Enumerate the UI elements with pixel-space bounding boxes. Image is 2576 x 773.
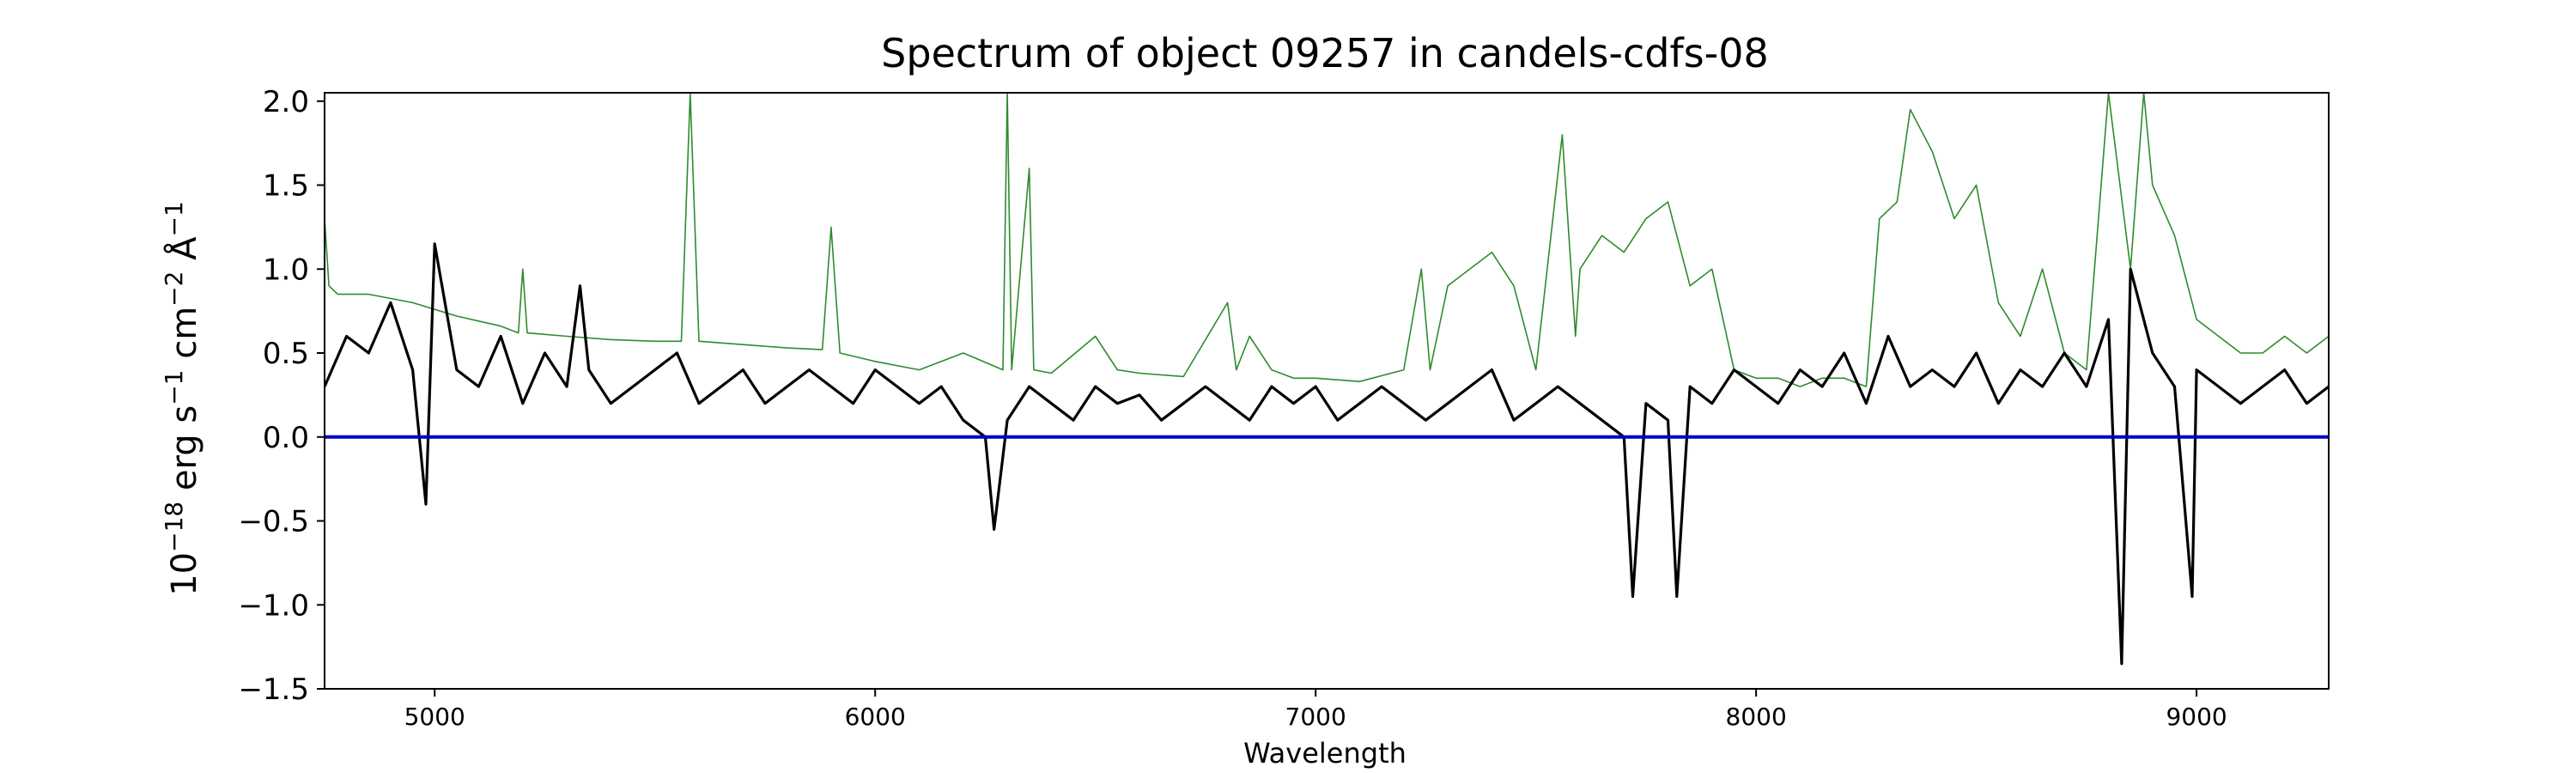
flux-spectrum-line (325, 242, 2329, 666)
x-tick-label: 5000 (404, 703, 465, 731)
chart-title: Spectrum of object 09257 in candels-cdfs… (881, 30, 1769, 76)
x-tick-label: 8000 (1726, 703, 1787, 731)
y-tick-label: 0.0 (263, 421, 309, 455)
x-tick-label: 9000 (2166, 703, 2227, 731)
y-axis-label: 10−18 erg s−1 cm−2 Å−1 (160, 201, 204, 596)
y-tick-label: 0.5 (263, 337, 309, 371)
error-spectrum-line (325, 93, 2329, 387)
x-axis-label: Wavelength (1243, 737, 1406, 770)
y-tick-label: −1.0 (238, 588, 309, 623)
plot-frame (324, 92, 2330, 690)
plot-area (325, 93, 2329, 666)
y-tick-label: 2.0 (263, 85, 309, 119)
y-tick-label: −1.5 (238, 673, 309, 707)
y-tick-label: −0.5 (238, 505, 309, 539)
x-tick-label: 6000 (845, 703, 906, 731)
series-group (325, 93, 2329, 666)
y-tick-label: 1.5 (263, 169, 309, 204)
axes: 5000 6000 7000 8000 9000 −1.5 −1.0 −0.5 0.0 0.5 1.… (238, 85, 2330, 731)
y-tick-label: 1.0 (263, 253, 309, 287)
x-tick-label: 7000 (1285, 703, 1346, 731)
